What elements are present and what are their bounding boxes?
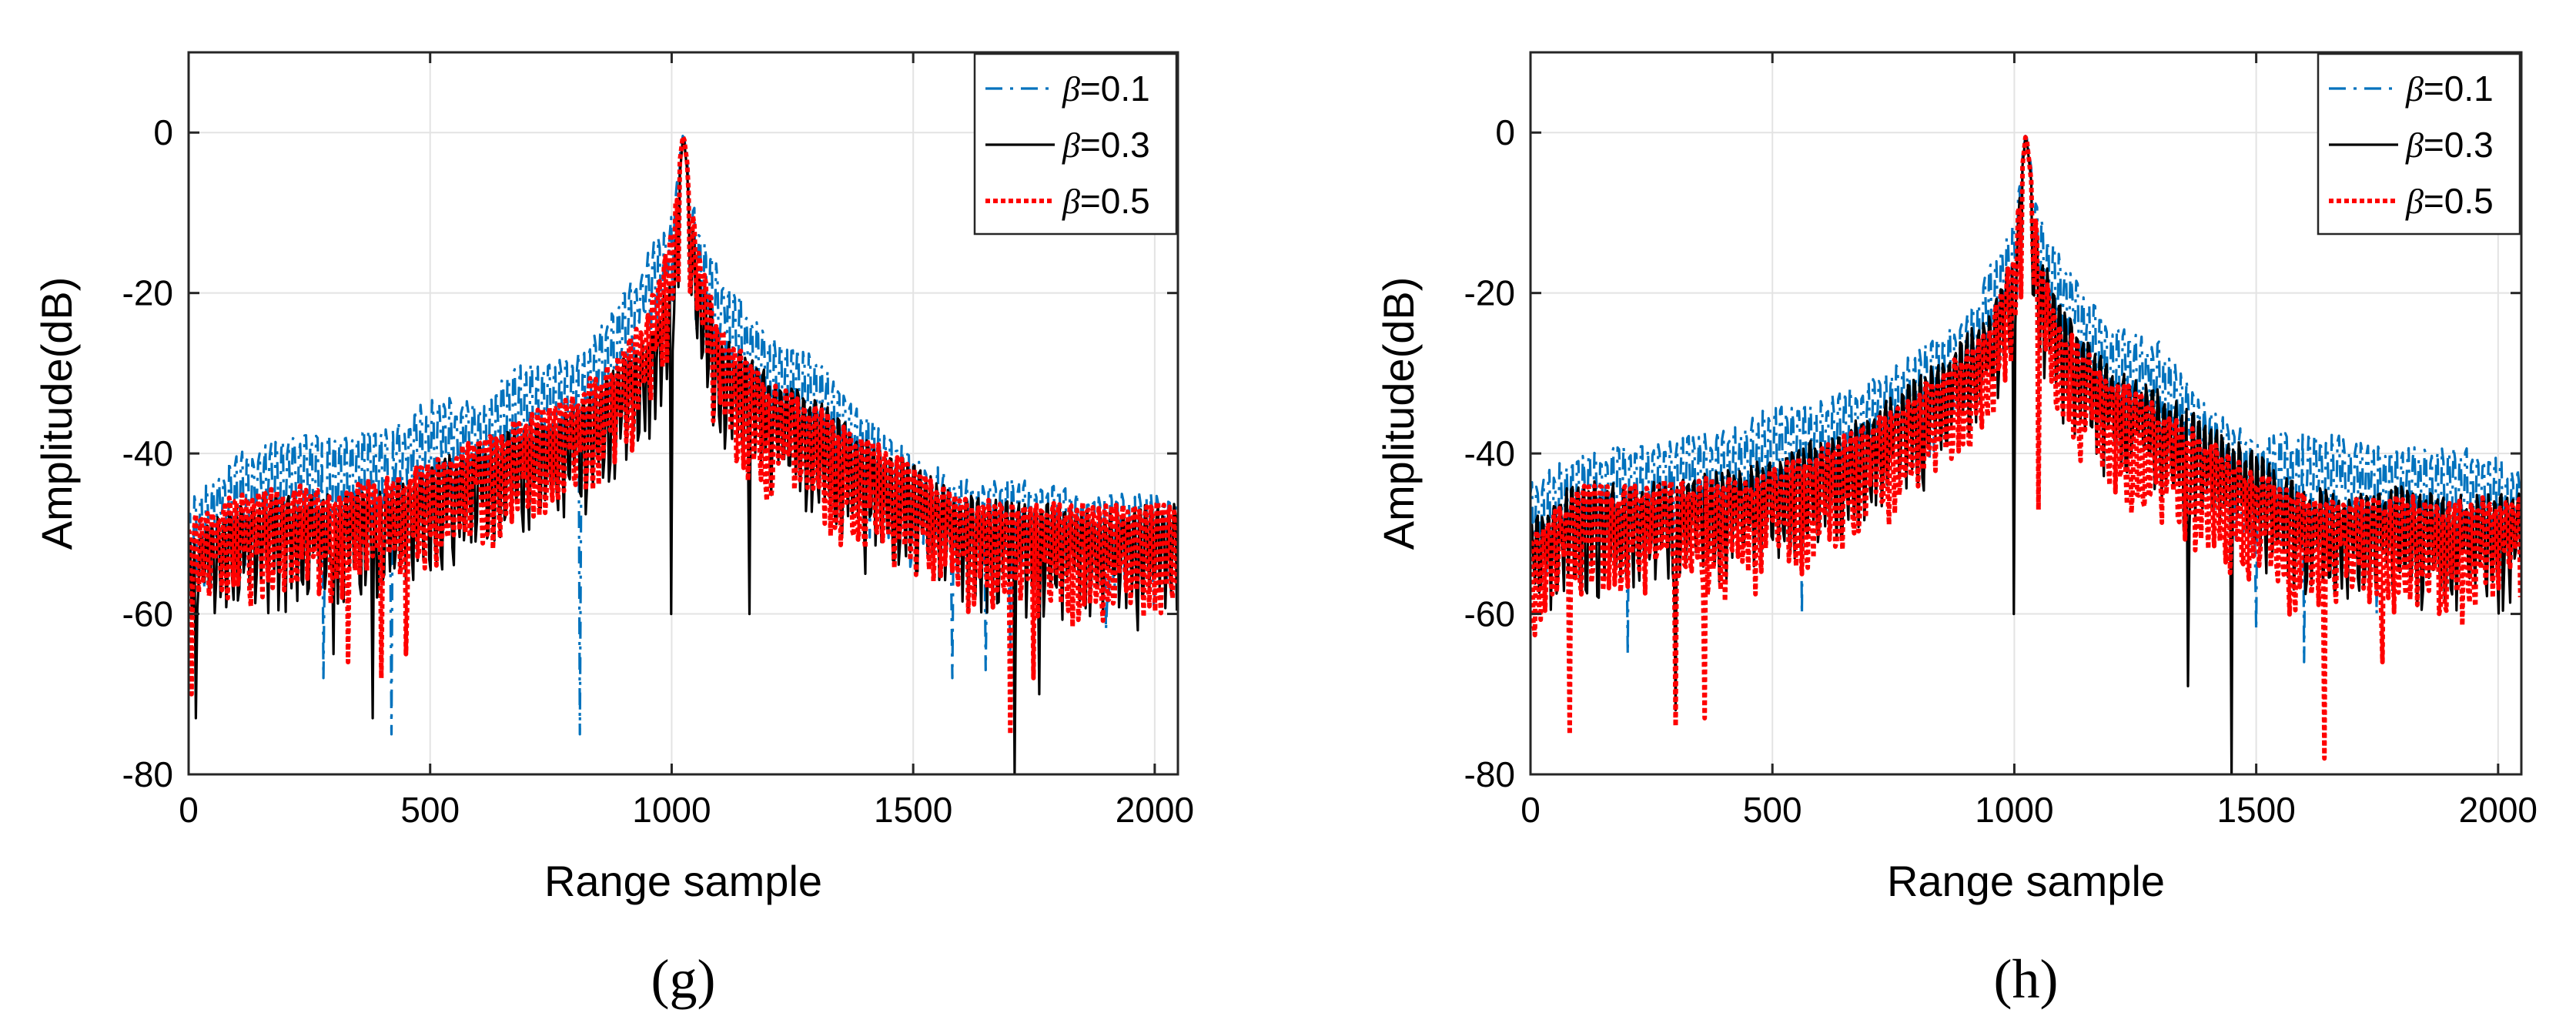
y-tick-label: 0	[1495, 112, 1515, 152]
legend-value: =0.3	[1080, 125, 1150, 165]
y-tick-label: -40	[122, 433, 173, 473]
x-axis-title-h: Range sample	[1887, 857, 2165, 905]
legend-beta-symbol: β	[1062, 182, 1080, 221]
x-tick-label: 0	[1521, 790, 1541, 830]
x-tick-label: 500	[1743, 790, 1802, 830]
x-tick-label: 1000	[632, 790, 711, 830]
legend-value: =0.1	[1080, 69, 1150, 109]
y-tick-label: -60	[122, 594, 173, 634]
tick-labels-g: 0 500 1000 1500 2000 0 -20 -40 -60 -80	[122, 112, 1195, 830]
panel-label-h: (h)	[1994, 948, 2059, 1010]
y-tick-label: -20	[122, 273, 173, 313]
legend-value: =0.1	[2424, 69, 2494, 109]
x-tick-label: 0	[179, 790, 199, 830]
x-axis-title-g: Range sample	[544, 857, 822, 905]
legend-label: β=0.1	[1062, 69, 1150, 109]
y-axis-title-g: Amplitude(dB)	[32, 277, 81, 550]
series-layer-g	[189, 134, 1178, 774]
y-tick-label: -80	[122, 754, 173, 794]
tick-labels-h: 0 500 1000 1500 2000 0 -20 -40 -60 -80	[1464, 112, 2538, 830]
legend-h: β=0.1β=0.3β=0.5	[2317, 52, 2521, 236]
x-tick-label: 2000	[1116, 790, 1194, 830]
legend-value: =0.3	[2424, 125, 2494, 165]
legend-value: =0.5	[1080, 181, 1150, 221]
panel-h: 0 500 1000 1500 2000 0 -20 -40 -60 -80 Range samp…	[1374, 51, 2538, 1010]
legend-label: β=0.3	[1062, 125, 1150, 165]
x-tick-label: 2000	[2459, 790, 2538, 830]
legend-label: β=0.5	[1062, 181, 1150, 221]
plot-frame-g	[187, 51, 1179, 776]
y-axis-title-h: Amplitude(dB)	[1374, 277, 1423, 550]
legend-beta-symbol: β	[1062, 69, 1080, 109]
ticks-h	[1529, 52, 2521, 776]
legend-beta-symbol: β	[1062, 125, 1080, 165]
plot-frame-h	[1529, 51, 2523, 776]
y-tick-label: 0	[153, 112, 173, 152]
x-tick-label: 1000	[1975, 790, 2053, 830]
panel-g: 0 500 1000 1500 2000 0 -20 -40 -60 -80 Range samp…	[32, 51, 1195, 1010]
series-layer-h	[1531, 135, 2521, 774]
x-tick-label: 1500	[874, 790, 952, 830]
legend-beta-symbol: β	[2405, 69, 2424, 109]
y-tick-label: -80	[1464, 754, 1515, 794]
legend-beta-symbol: β	[2405, 182, 2424, 221]
series-line-beta-0-5	[189, 134, 1178, 737]
x-tick-label: 1500	[2216, 790, 2295, 830]
legend-label: β=0.3	[2405, 125, 2494, 165]
y-tick-label: -60	[1464, 594, 1515, 634]
panel-label-g: (g)	[651, 948, 716, 1010]
legend-beta-symbol: β	[2405, 125, 2424, 165]
y-tick-label: -20	[1464, 273, 1515, 313]
y-tick-label: -40	[1464, 433, 1515, 473]
legend-value: =0.5	[2424, 181, 2494, 221]
legend-g: β=0.1β=0.3β=0.5	[973, 52, 1178, 236]
legend-label: β=0.5	[2405, 181, 2494, 221]
series-line-beta-0-5	[1531, 135, 2521, 761]
x-tick-label: 500	[400, 790, 460, 830]
legend-label: β=0.1	[2405, 69, 2494, 109]
